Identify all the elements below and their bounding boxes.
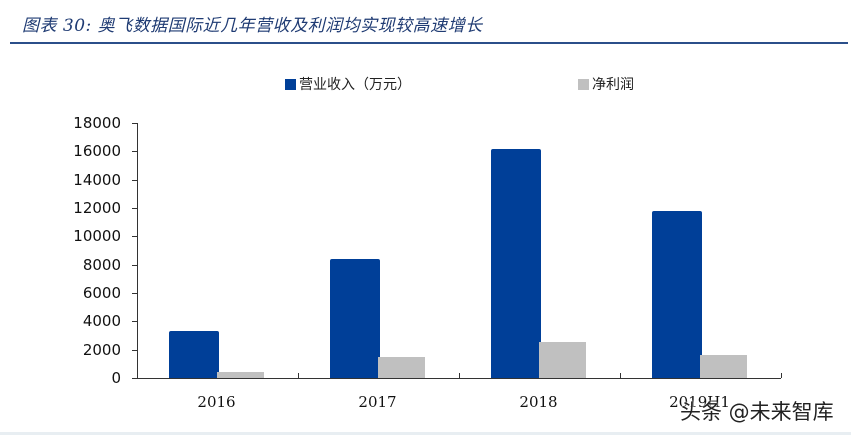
- y-tick: [132, 349, 137, 351]
- y-tick-label: 6000: [82, 284, 121, 302]
- y-tick-label: 18000: [73, 114, 121, 132]
- bar-revenue: [491, 149, 541, 378]
- x-tick-label: 2019H1: [669, 393, 730, 411]
- y-tick: [132, 179, 137, 181]
- bar-net-profit: [539, 342, 586, 378]
- bar-revenue: [330, 258, 380, 378]
- y-tick: [132, 151, 137, 153]
- y-tick: [132, 123, 137, 124]
- figure-title: 图表 30: 奥飞数据国际近几年营收及利润均实现较高速增长: [22, 16, 483, 36]
- legend-label-net-profit: 净利润: [592, 77, 634, 93]
- x-tick: [781, 373, 782, 378]
- y-tick: [132, 236, 137, 238]
- y-tick: [132, 264, 137, 266]
- bar-net-profit: [217, 371, 264, 378]
- y-tick-label: 12000: [73, 199, 121, 217]
- x-tick: [620, 373, 621, 378]
- bar-revenue: [652, 210, 702, 378]
- y-tick: [132, 378, 137, 379]
- bar-net-profit: [378, 356, 425, 378]
- legend-item-net-profit: 净利润: [578, 74, 634, 94]
- legend-swatch-revenue: [285, 78, 296, 90]
- footer-band: [0, 432, 851, 435]
- y-tick-label: 8000: [82, 255, 121, 274]
- y-tick: [132, 293, 137, 294]
- x-tick: [459, 373, 460, 378]
- y-tick-label: 16000: [73, 142, 121, 161]
- y-tick-label: 14000: [73, 170, 121, 189]
- legend-swatch-net-profit: [578, 78, 589, 90]
- x-tick-label: 2016: [197, 393, 236, 411]
- legend-label-revenue: 营业收入（万元）: [299, 77, 411, 93]
- bar-revenue: [169, 330, 219, 378]
- y-tick-label: 10000: [73, 227, 121, 246]
- watermark: 头条 @未来智库: [680, 400, 834, 424]
- x-axis: [137, 378, 781, 379]
- y-tick-label: 0: [111, 369, 121, 387]
- x-tick-label: 2018: [519, 393, 558, 411]
- y-axis: [137, 123, 138, 379]
- title-divider: [10, 42, 848, 44]
- y-tick-label: 4000: [82, 312, 121, 331]
- x-tick: [298, 373, 299, 378]
- legend-item-revenue: 营业收入（万元）: [285, 74, 411, 94]
- x-tick-label: 2017: [358, 393, 397, 411]
- y-tick-label: 2000: [82, 340, 121, 359]
- bar-net-profit: [700, 355, 747, 378]
- y-tick: [132, 321, 137, 323]
- y-tick: [132, 208, 137, 209]
